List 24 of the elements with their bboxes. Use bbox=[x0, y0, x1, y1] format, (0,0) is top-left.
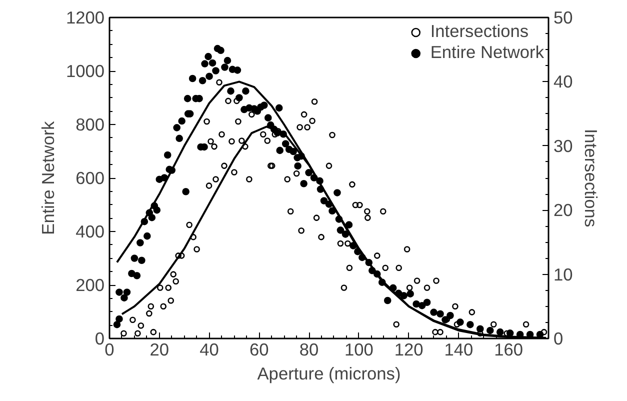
x-tick-label: 140 bbox=[444, 340, 474, 360]
legend-label: Entire Network bbox=[430, 42, 544, 63]
x-tick-label: 40 bbox=[200, 340, 219, 360]
y2-axis-title: Intersections bbox=[580, 128, 601, 228]
y2-tick-label: 50 bbox=[554, 8, 573, 28]
y-tick-label: 400 bbox=[76, 222, 105, 242]
y-axis-title: Entire Network bbox=[38, 120, 58, 235]
y2-tick-label: 40 bbox=[554, 72, 573, 92]
y-tick-label: 200 bbox=[76, 275, 105, 295]
x-tick-label: 60 bbox=[250, 340, 269, 360]
x-tick-label: 160 bbox=[494, 340, 524, 360]
x-tick-label: 100 bbox=[344, 340, 374, 360]
y2-tick-label: 10 bbox=[554, 264, 573, 284]
y-tick-label: 600 bbox=[76, 168, 105, 188]
y2-tick-label: 20 bbox=[554, 200, 573, 220]
legend-label: Intersections bbox=[430, 21, 529, 42]
x-axis-title: Aperture (microns) bbox=[257, 364, 401, 384]
x-tick-label: 20 bbox=[150, 340, 170, 360]
y-tick-label: 1000 bbox=[66, 61, 105, 81]
x-tick-label: 80 bbox=[299, 340, 319, 360]
y-tick-label: 800 bbox=[76, 114, 105, 134]
x-tick-label: 120 bbox=[394, 340, 424, 360]
y2-tick-label: 30 bbox=[554, 136, 573, 156]
y-tick-label: 1200 bbox=[66, 8, 105, 28]
